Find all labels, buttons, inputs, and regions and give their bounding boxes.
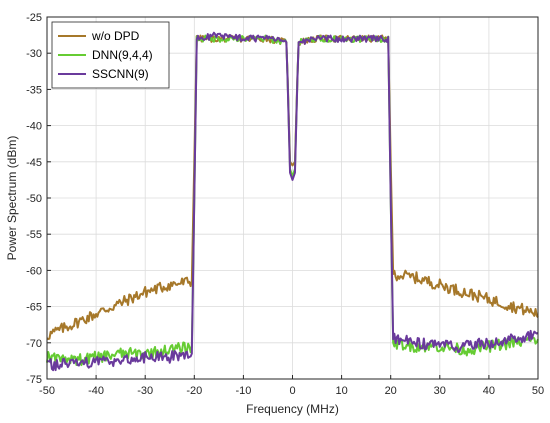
x-tick-label: 30 bbox=[434, 385, 446, 397]
y-tick-label: -55 bbox=[26, 229, 42, 241]
x-tick-label: 10 bbox=[335, 385, 347, 397]
y-tick-label: -50 bbox=[26, 193, 42, 205]
series-line-3 bbox=[46, 31, 539, 372]
x-tick-label: -50 bbox=[39, 385, 55, 397]
y-tick-label: -25 bbox=[26, 12, 42, 24]
y-tick-label: -60 bbox=[26, 265, 42, 277]
x-tick-label: -20 bbox=[186, 385, 202, 397]
legend: w/o DPD DNN(9,4,4) SSCNN(9) bbox=[51, 21, 170, 89]
series-layer bbox=[46, 31, 539, 372]
y-axis-label: Power Spectrum (dBm) bbox=[5, 136, 19, 261]
legend-entry-label: w/o DPD bbox=[91, 29, 140, 43]
series-line-1 bbox=[46, 34, 539, 341]
y-tick-label: -75 bbox=[26, 374, 42, 386]
y-tick-label: -45 bbox=[26, 157, 42, 169]
x-tick-label: -30 bbox=[137, 385, 153, 397]
legend-entry-label: SSCNN(9) bbox=[92, 67, 149, 81]
y-tick-label: -40 bbox=[26, 121, 42, 133]
x-tick-label: 50 bbox=[532, 385, 544, 397]
x-tick-label: 40 bbox=[483, 385, 495, 397]
y-tick-label: -65 bbox=[26, 302, 42, 314]
legend-entry-label: DNN(9,4,4) bbox=[92, 48, 153, 62]
x-tick-label: -40 bbox=[88, 385, 104, 397]
series-line-2 bbox=[46, 34, 539, 367]
y-tick-label: -35 bbox=[26, 84, 42, 96]
x-tick-label: -10 bbox=[235, 385, 251, 397]
y-axis-ticks: -25 -30 -35 -40 -45 -50 -55 -60 -65 -70 -75 bbox=[26, 12, 51, 386]
y-tick-label: -70 bbox=[26, 338, 42, 350]
x-tick-label: 0 bbox=[289, 385, 295, 397]
x-tick-label: 20 bbox=[385, 385, 397, 397]
x-axis-label: Frequency (MHz) bbox=[246, 402, 339, 416]
y-tick-label: -30 bbox=[26, 48, 42, 60]
x-axis-ticks: -50 -40 -30 -20 -10 0 10 20 30 40 50 bbox=[39, 375, 544, 397]
